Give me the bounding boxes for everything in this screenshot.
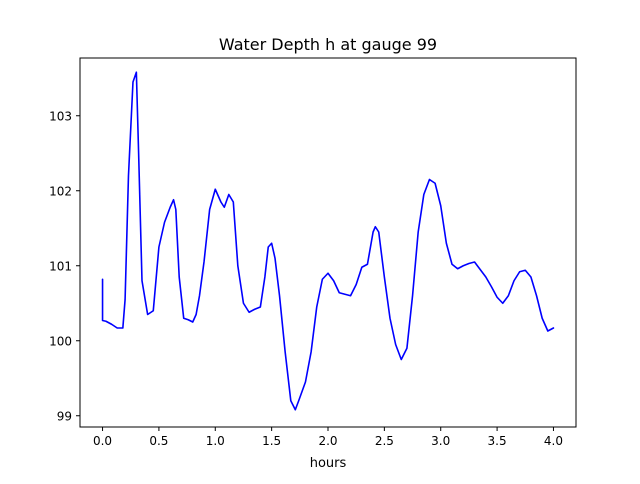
x-tick-label: 0.5: [149, 434, 168, 448]
x-tick-label: 1.5: [262, 434, 281, 448]
y-tick-label: 103: [49, 109, 72, 123]
y-tick-label: 99: [57, 409, 72, 423]
x-tick-label: 2.0: [318, 434, 337, 448]
x-axis-label: hours: [310, 456, 347, 471]
plot-area-frame: [79, 57, 577, 428]
x-tick-label: 3.5: [488, 434, 507, 448]
series-line-0: [101, 71, 555, 411]
x-tick-label: 1.0: [206, 434, 225, 448]
x-tick-label: 4.0: [544, 434, 563, 448]
y-tick-label: 102: [49, 184, 72, 198]
y-tick-label: 101: [49, 259, 72, 273]
x-tick-label: 3.0: [431, 434, 450, 448]
y-tick-label: 100: [49, 334, 72, 348]
x-tick-label: 2.5: [375, 434, 394, 448]
x-tick-label: 0.0: [93, 434, 112, 448]
chart-title: Water Depth h at gauge 99: [219, 35, 437, 54]
